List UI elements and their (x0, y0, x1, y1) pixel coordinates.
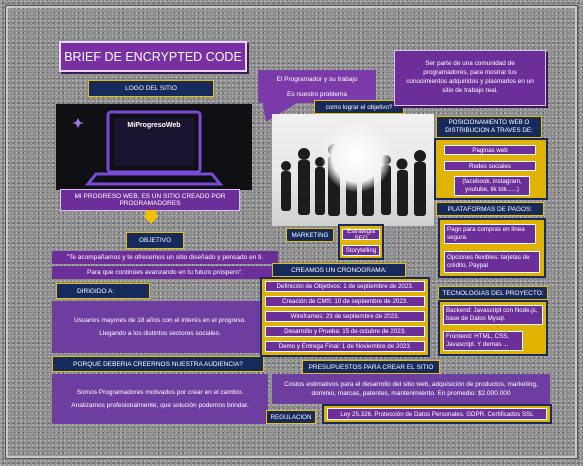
posicionamiento-item-plataformas: (facebook, instagram, youtube, tik tok..… (454, 176, 530, 196)
tecnologias-text-2: Frontend: HTML, CSS, Javascript. Y demas… (443, 331, 523, 351)
dirigido-text-1: Usuarios mayores de 18 años con el inter… (74, 317, 246, 324)
presupuestos-label: PRESUPUESTOS PARA CREAR EL SITIO (302, 360, 440, 374)
logo-caption: MI PROGRESO WEB, ES UN SITIO CREADO POR … (60, 189, 240, 211)
cronograma-label: CREAMOS UN CRONOGRAMA: (272, 263, 406, 277)
dirigido-box: Usuarios mayores de 18 años con el inter… (52, 301, 268, 353)
posicionamiento-item-redes: Redes sociales (444, 161, 536, 171)
marketing-label: MARKETING (286, 228, 334, 242)
cronograma-item: Desarrollo y Prueba: 15 de octubre de 20… (265, 326, 425, 337)
dirigido-label: DIRIGIDO A: (56, 283, 150, 299)
porque-text-1: Somos Programadores motivados por crear … (76, 389, 244, 396)
dirigido-text-2: Llegando a los distintos sectores social… (99, 330, 221, 337)
pagos-box: Pago para compras en línea segura. Opcio… (438, 218, 546, 278)
objetivo-label: OBJETIVO (126, 232, 184, 249)
objetivo-question: como lograr el objetivo? (314, 100, 404, 114)
logo-image: MiProgresoWeb (56, 104, 252, 190)
poster-frame (5, 5, 578, 459)
posicionamiento-box: Paginas web Redes sociales (facebook, in… (434, 138, 548, 200)
programador-title: El Programador y su trabajo (276, 75, 358, 83)
logo-header: LOGO DEL SITIO (88, 80, 214, 97)
pagos-text-1: Pago para compras en línea segura. (444, 224, 536, 244)
pagos-label: PLATAFORMAS DE PAGOS: (436, 202, 544, 216)
marketing-item-seo: Estrategia SEO (342, 228, 380, 242)
porque-box: Somos Programadores motivados por crear … (52, 374, 268, 424)
cronograma-item: Creación de CMS: 10 de septiembre de 202… (265, 296, 425, 307)
laptop-icon (72, 110, 224, 186)
tecnologias-box: Backend: Javascript con Node.js, base de… (438, 300, 548, 356)
porque-text-2: Analizamos profesionalmente, que solució… (71, 402, 249, 409)
cronograma-item: Wireframes: 23 de septiembre de 2023. (265, 311, 425, 322)
regulacion-box: Ley 25.326. Protección de Datos Personal… (322, 404, 552, 424)
objetivo-line-1: "Te acompañamos y te ofrecemos un sitio … (52, 251, 278, 264)
presupuestos-text: Costos estimativos para el desarrollo de… (272, 374, 550, 404)
regulacion-label: REGULACION (266, 410, 316, 424)
programador-problem: Es nuestro problema (287, 90, 347, 98)
tecnologias-text-1: Backend: Javascript con Node.js, base de… (443, 305, 543, 325)
cronograma-item: Demo y Entrega Final: 1 de Noviembre de … (265, 341, 425, 352)
cronograma-item: Definición de Objetivos: 1 de septiembre… (265, 281, 425, 292)
porque-label: PORQUE DEBERIA CREERNOS NUESTRA AUDIENCI… (52, 356, 264, 372)
mission-box: Ser parte de una comunidad de programado… (394, 50, 546, 106)
down-arrow-icon (143, 210, 159, 224)
tecnologias-label: TECNOLOGIAS DEL PROYECTO: (438, 286, 548, 300)
page-title: BRIEF DE ENCRYPTED CODE (59, 41, 247, 72)
brand-name: MiProgresoWeb (127, 122, 181, 129)
people-photo (272, 114, 434, 226)
posicionamiento-item-paginas: Paginas web (444, 145, 536, 155)
marketing-items: Estrategia SEO Storytelling (338, 224, 384, 260)
posicionamiento-label: POSICIONAMIENTO WEB O DISTRIBUCION A TRA… (436, 116, 542, 138)
marketing-item-storytelling: Storytelling (342, 245, 380, 256)
programador-box: El Programador y su trabajo Es nuestro p… (258, 70, 376, 103)
pagos-text-2: Opciones flexibles: tarjetas de crédito,… (444, 251, 540, 273)
objetivo-line-2: Para que continúes avanzando en tu futur… (52, 266, 278, 279)
cronograma-box: Definición de Objetivos: 1 de septiembre… (260, 277, 430, 357)
regulacion-text: Ley 25.326. Protección de Datos Personal… (327, 408, 547, 420)
